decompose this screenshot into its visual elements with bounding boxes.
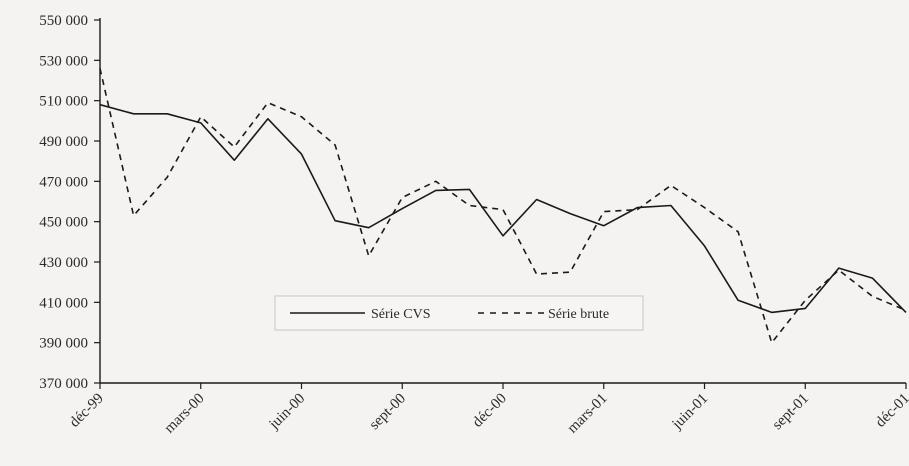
x-tick-label: déc-01 bbox=[873, 391, 909, 431]
legend: Série CVS Série brute bbox=[274, 295, 644, 331]
y-tick-label: 470 000 bbox=[39, 174, 88, 190]
x-tick-label: mars-01 bbox=[565, 391, 611, 437]
x-tick-label: juin-00 bbox=[266, 391, 309, 434]
series-layer bbox=[99, 68, 907, 344]
y-tick-label: 490 000 bbox=[39, 134, 88, 150]
legend-label-brute: Série brute bbox=[548, 307, 609, 322]
y-tick-label: 530 000 bbox=[39, 53, 88, 69]
x-tick-label: mars-00 bbox=[162, 391, 208, 437]
x-tick-label: sept-01 bbox=[770, 391, 813, 434]
x-tick-label: sept-00 bbox=[367, 391, 410, 434]
y-tick-label: 390 000 bbox=[39, 336, 88, 352]
y-tick-label: 510 000 bbox=[39, 94, 88, 110]
y-tick-label: 410 000 bbox=[39, 295, 88, 311]
y-axis: 370 000 390 000 410 000 430 000 450 000 470 0… bbox=[39, 13, 101, 392]
y-tick-label: 430 000 bbox=[39, 255, 88, 271]
y-tick-label: 550 000 bbox=[39, 13, 88, 29]
x-tick-label: juin-01 bbox=[669, 391, 712, 434]
y-tick-label: 450 000 bbox=[39, 215, 88, 231]
y-tick-label: 370 000 bbox=[39, 376, 88, 392]
x-tick-label: déc-99 bbox=[67, 391, 107, 431]
x-axis: déc-99 mars-00 juin-00 sept-00 déc-00 mars-01… bbox=[67, 382, 909, 437]
series-line-cvs bbox=[99, 103, 907, 314]
x-tick-label: déc-00 bbox=[470, 391, 510, 431]
legend-label-cvs: Série CVS bbox=[371, 307, 431, 322]
